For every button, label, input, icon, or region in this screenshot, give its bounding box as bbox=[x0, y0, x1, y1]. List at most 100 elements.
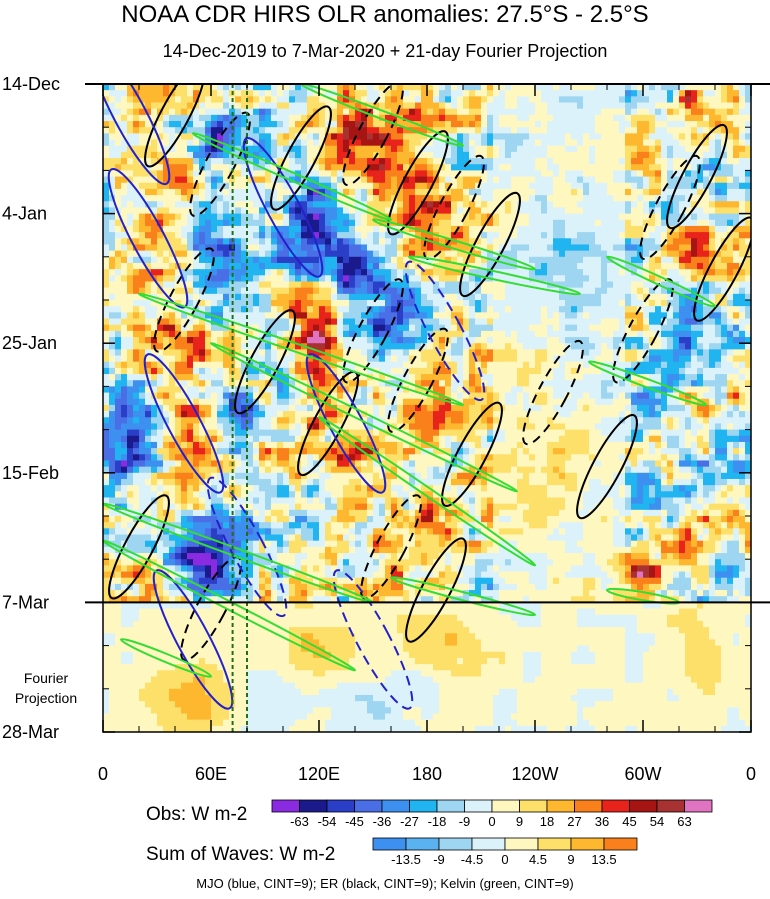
obs-legend-swatch bbox=[464, 799, 493, 813]
waves-legend-label: 9 bbox=[567, 852, 574, 867]
er-contour bbox=[693, 216, 751, 322]
kelvin-contour bbox=[209, 342, 519, 493]
obs-legend-swatch bbox=[436, 799, 465, 813]
obs-legend-title: Obs: W m-2 bbox=[146, 804, 247, 825]
er-contour bbox=[144, 84, 206, 168]
x-tick-label: 120W bbox=[511, 764, 558, 784]
y-tick-label: 7-Mar bbox=[2, 592, 49, 612]
obs-legend-label: 18 bbox=[540, 814, 554, 829]
waves-legend-label: -4.5 bbox=[461, 852, 483, 867]
er-contour bbox=[387, 130, 449, 236]
mjo-contour bbox=[305, 353, 387, 494]
waves-legend-swatch bbox=[504, 837, 539, 851]
y-tick-label: 14-Dec bbox=[2, 74, 60, 94]
y-tick-label: 15-Feb bbox=[2, 463, 59, 483]
obs-legend-swatch bbox=[354, 799, 383, 813]
obs-legend-label: 0 bbox=[488, 814, 495, 829]
chart-title: NOAA CDR HIRS OLR anomalies: 27.5°S - 2.… bbox=[121, 1, 649, 28]
obs-legend-label: 27 bbox=[567, 814, 581, 829]
kelvin-contour bbox=[119, 638, 213, 678]
mjo-contour bbox=[143, 353, 225, 494]
mjo-contour bbox=[404, 260, 486, 402]
obs-legend-swatch bbox=[271, 799, 300, 813]
mjo-contour bbox=[332, 569, 414, 710]
obs-legend-label: -63 bbox=[290, 814, 309, 829]
er-contour bbox=[441, 401, 503, 507]
kelvin-contour bbox=[389, 576, 537, 617]
er-contour bbox=[639, 154, 701, 261]
er-contour bbox=[270, 105, 332, 211]
kelvin-contour bbox=[605, 255, 717, 308]
er-contour bbox=[153, 247, 215, 353]
waves-legend-label: 4.5 bbox=[529, 852, 547, 867]
waves-legend-label: -9 bbox=[433, 852, 445, 867]
obs-legend-label: -27 bbox=[400, 814, 419, 829]
obs-legend-label: -18 bbox=[428, 814, 447, 829]
mjo-contour bbox=[152, 569, 234, 710]
footer-note: MJO (blue, CINT=9); ER (black, CINT=9); … bbox=[196, 876, 574, 891]
waves-legend-swatch bbox=[438, 837, 473, 851]
obs-legend-swatch bbox=[326, 799, 355, 813]
er-contour bbox=[342, 278, 404, 384]
obs-legend-label: 54 bbox=[650, 814, 664, 829]
er-contour bbox=[459, 191, 521, 298]
x-tick-label: 60E bbox=[195, 764, 227, 784]
x-tick-label: 0 bbox=[98, 764, 108, 784]
obs-legend-swatch bbox=[601, 799, 630, 813]
waves-legend-swatch bbox=[405, 837, 440, 851]
mjo-contour bbox=[242, 137, 324, 278]
waves-legend-label: 0 bbox=[501, 852, 508, 867]
waves-legend-swatch bbox=[603, 837, 638, 851]
obs-legend-label: -45 bbox=[345, 814, 364, 829]
kelvin-contour bbox=[317, 416, 537, 567]
obs-legend-swatch bbox=[546, 799, 575, 813]
y-tick-label: 25-Jan bbox=[2, 333, 57, 353]
y-tick-label: 28-Mar bbox=[2, 722, 59, 742]
wave-contours bbox=[103, 84, 751, 732]
waves-legend-swatch bbox=[570, 837, 605, 851]
chart-subtitle: 14-Dec-2019 to 7-Mar-2020 + 21-day Fouri… bbox=[162, 41, 608, 61]
mjo-contour bbox=[103, 84, 171, 186]
y-tick-label: 4-Jan bbox=[2, 204, 47, 224]
kelvin-contour bbox=[299, 84, 465, 147]
obs-legend-swatch bbox=[684, 799, 713, 813]
kelvin-contour bbox=[137, 292, 465, 407]
er-contour bbox=[234, 309, 296, 415]
obs-legend-swatch bbox=[299, 799, 328, 813]
obs-legend-label: 36 bbox=[595, 814, 609, 829]
color-legends: Obs: W m-2 -63 -54 -45 -36 -27 -18 -9 0 9 18 27 36 45… bbox=[146, 799, 713, 867]
obs-legend-swatch bbox=[629, 799, 658, 813]
obs-legend-label: -36 bbox=[373, 814, 392, 829]
obs-legend-swatch bbox=[409, 799, 438, 813]
waves-legend-label: 13.5 bbox=[591, 852, 616, 867]
er-contour bbox=[108, 494, 170, 600]
kelvin-contour bbox=[587, 360, 708, 407]
obs-legend-swatch bbox=[519, 799, 548, 813]
x-tick-label: 60W bbox=[624, 764, 661, 784]
er-contour bbox=[387, 327, 449, 433]
obs-legend-swatch bbox=[656, 799, 685, 813]
axes: 14-Dec 4-Jan 25-Jan 15-Feb 7-Mar 28-Mar 0 60E 12… bbox=[2, 74, 770, 784]
waves-legend-title: Sum of Waves: W m-2 bbox=[146, 844, 335, 865]
kelvin-contour bbox=[191, 132, 393, 221]
x-tick-label: 0 bbox=[746, 764, 756, 784]
er-contour bbox=[576, 413, 638, 520]
obs-legend-label: 63 bbox=[677, 814, 691, 829]
obs-legend-label: -54 bbox=[318, 814, 337, 829]
waves-legend-label: -13.5 bbox=[391, 852, 421, 867]
kelvin-contour bbox=[371, 218, 537, 271]
obs-legend-label: 45 bbox=[622, 814, 636, 829]
er-contour bbox=[342, 84, 404, 187]
olr-anomaly-field bbox=[103, 84, 751, 732]
obs-legend-swatch bbox=[574, 799, 603, 813]
er-contour bbox=[522, 339, 584, 446]
x-tick-label: 120E bbox=[298, 764, 340, 784]
kelvin-contour bbox=[407, 255, 582, 296]
x-tick-label: 180 bbox=[412, 764, 442, 784]
er-contour bbox=[612, 278, 674, 384]
waves-legend-swatch bbox=[471, 837, 506, 851]
obs-legend-label: -9 bbox=[459, 814, 471, 829]
waves-legend-swatch bbox=[537, 837, 572, 851]
er-contour bbox=[666, 123, 728, 230]
